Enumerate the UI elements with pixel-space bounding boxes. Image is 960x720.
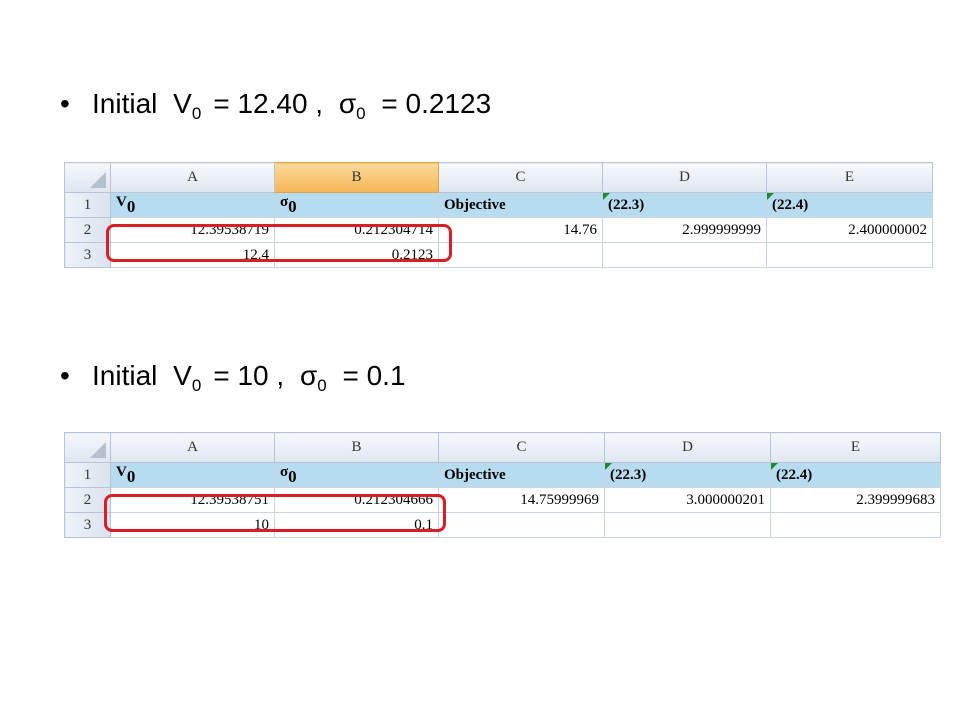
cell-b3[interactable]: 0.2123 [274,242,439,268]
sigma-value: = 0.2123 [381,88,492,119]
cell-c2[interactable]: 14.76 [438,217,603,243]
select-all-corner[interactable] [64,432,111,463]
cell-c2[interactable]: 14.75999969 [438,487,605,513]
v-symbol: V0 [173,88,202,123]
spreadsheet-2: A B C D E 1 V0 σ0 Objective (22.3) (22.4… [64,432,941,538]
column-header-d[interactable]: D [604,432,771,463]
cell-e3[interactable] [770,512,941,538]
v-value: = 10 , [213,360,285,391]
cell-b1[interactable]: σ0 [274,462,439,488]
column-header-c[interactable]: C [438,432,605,463]
cell-a1[interactable]: V0 [110,192,275,218]
cell-e2[interactable]: 2.399999683 [770,487,941,513]
cell-c1[interactable]: Objective [438,462,605,488]
cell-b1[interactable]: σ0 [274,192,439,218]
cell-d1[interactable]: (22.3) [604,462,771,488]
cell-a3[interactable]: 12.4 [110,242,275,268]
cell-d2[interactable]: 3.000000201 [604,487,771,513]
v-symbol: V0 [173,360,202,395]
cell-e2[interactable]: 2.400000002 [766,217,933,243]
bullet-line-2: • Initial V0 = 10 , σ0 = 0.1 [60,360,406,396]
cell-b2[interactable]: 0.212304714 [274,217,439,243]
sigma-symbol: σ0 [338,88,366,123]
cell-a3[interactable]: 10 [110,512,275,538]
column-header-b[interactable]: B [274,432,439,463]
column-header-d[interactable]: D [602,162,767,193]
error-indicator-icon [603,193,610,200]
row-header-2[interactable]: 2 [64,217,111,243]
bullet-prefix: Initial [92,88,158,119]
cell-e1[interactable]: (22.4) [770,462,941,488]
cell-a2[interactable]: 12.39538719 [110,217,275,243]
bullet-line-1: • Initial V0 = 12.40 , σ0 = 0.2123 [60,88,491,124]
column-header-e[interactable]: E [766,162,933,193]
cell-c3[interactable] [438,242,603,268]
v-value: = 12.40 , [213,88,324,119]
bullet-prefix: Initial [92,360,158,391]
sigma-value: = 0.1 [342,360,406,391]
cell-d2[interactable]: 2.999999999 [602,217,767,243]
bullet-dot: • [60,360,70,391]
error-indicator-icon [767,193,774,200]
cell-b2[interactable]: 0.212304666 [274,487,439,513]
highlight-box-1 [106,224,452,262]
column-header-c[interactable]: C [438,162,603,193]
cell-c1[interactable]: Objective [438,192,603,218]
cell-c3[interactable] [438,512,605,538]
spreadsheet-1: A B C D E 1 V0 σ0 Objective (22.3) (22.4… [64,162,933,268]
cell-d3[interactable] [604,512,771,538]
cell-e3[interactable] [766,242,933,268]
column-header-a[interactable]: A [110,162,275,193]
highlight-box-2 [104,494,446,532]
bullet-dot: • [60,88,70,119]
cell-e1[interactable]: (22.4) [766,192,933,218]
cell-d3[interactable] [602,242,767,268]
error-indicator-icon [771,463,778,470]
column-header-e[interactable]: E [770,432,941,463]
column-header-a[interactable]: A [110,432,275,463]
cell-b3[interactable]: 0.1 [274,512,439,538]
cell-a1[interactable]: V0 [110,462,275,488]
error-indicator-icon [605,463,612,470]
cell-d1[interactable]: (22.3) [602,192,767,218]
row-header-1[interactable]: 1 [64,462,111,488]
sigma-symbol: σ0 [299,360,327,395]
column-header-b[interactable]: B [274,162,439,193]
row-header-1[interactable]: 1 [64,192,111,218]
row-header-3[interactable]: 3 [64,512,111,538]
row-header-3[interactable]: 3 [64,242,111,268]
select-all-corner[interactable] [64,162,111,193]
